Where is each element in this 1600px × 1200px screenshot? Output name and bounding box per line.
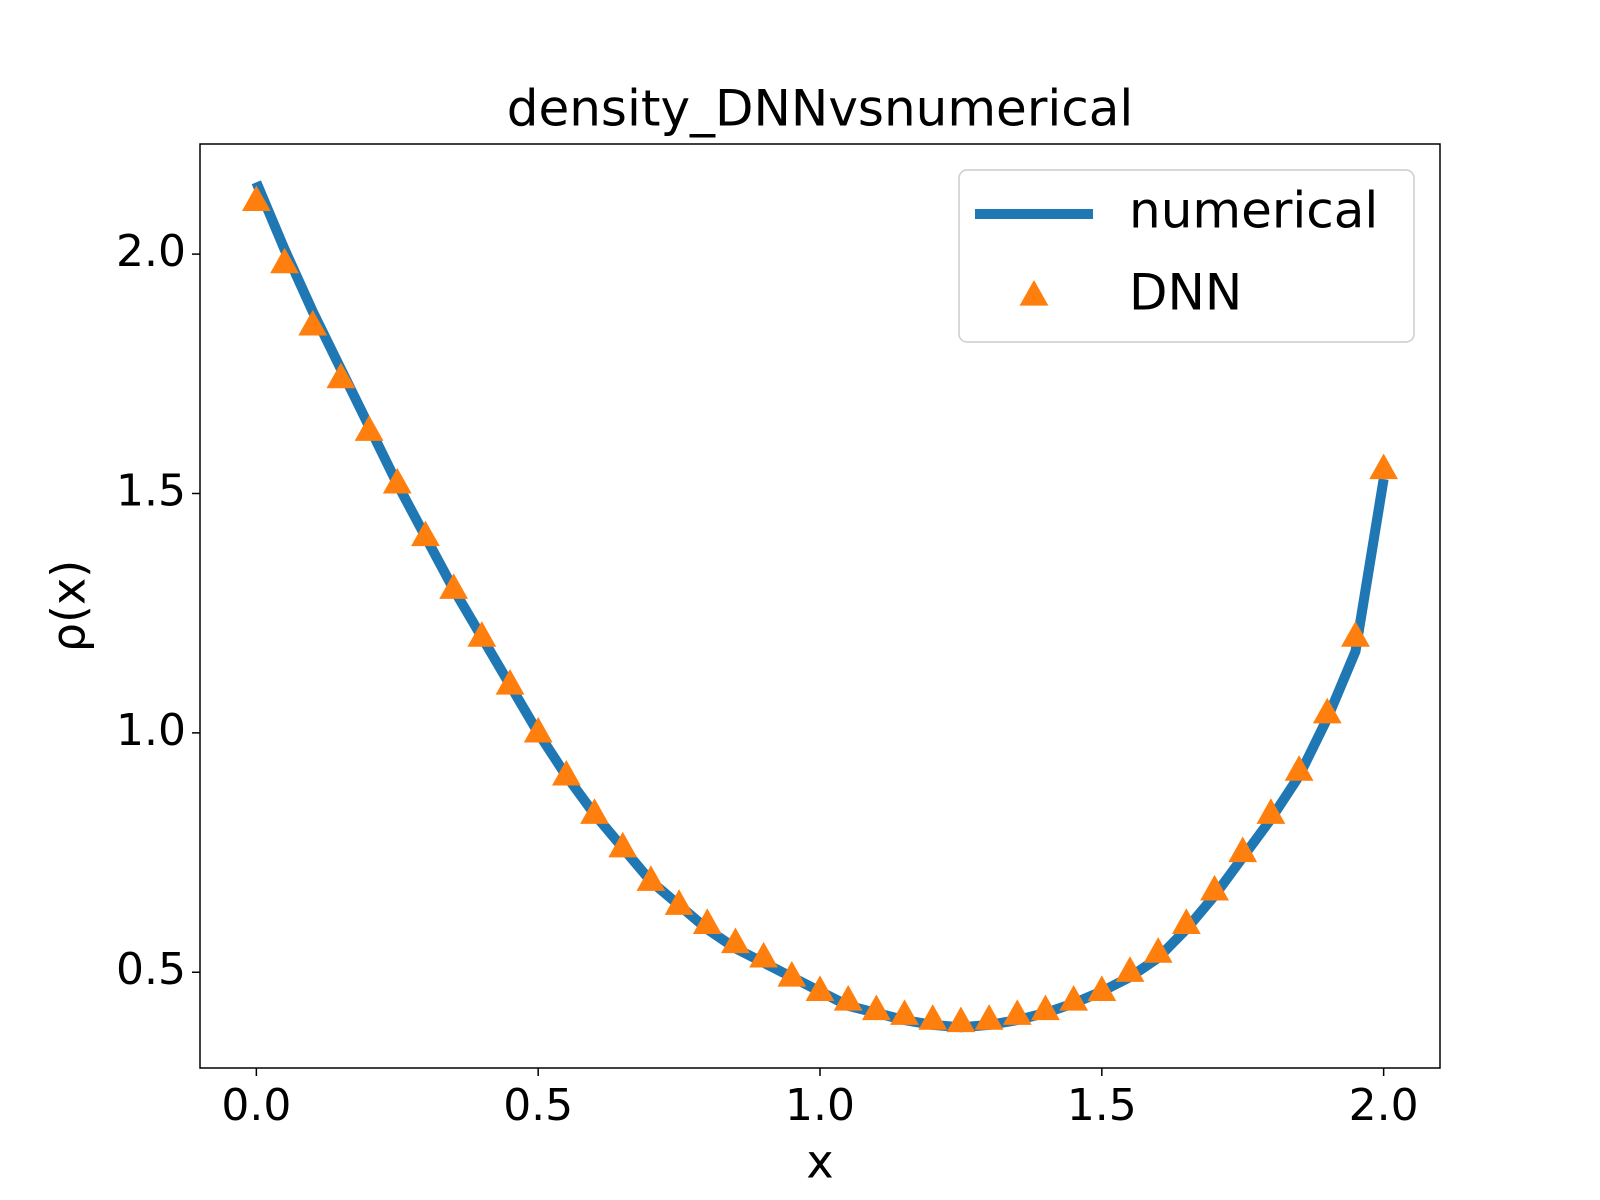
y-tick-label: 1.0 xyxy=(116,705,186,756)
dnn-marker xyxy=(467,621,497,647)
dnn-marker xyxy=(1256,798,1286,824)
dnn-marker xyxy=(890,999,919,1025)
x-tick-label: 2.0 xyxy=(1349,1080,1419,1131)
dnn-marker xyxy=(411,520,440,547)
dnn-marker xyxy=(1312,697,1342,724)
dnn-marker xyxy=(551,759,581,786)
y-tick-label: 0.5 xyxy=(116,944,186,995)
plot-frame xyxy=(199,143,1441,1069)
dnn-marker xyxy=(805,975,835,1001)
dnn-marker xyxy=(1284,755,1314,781)
dnn-marker xyxy=(974,1004,1004,1030)
dnn-marker xyxy=(1369,453,1399,480)
dnn-marker xyxy=(439,573,469,599)
dnn-marker xyxy=(777,961,807,987)
dnn-marker xyxy=(270,247,299,274)
dnn-marker xyxy=(946,1006,976,1033)
x-tick-label: 1.5 xyxy=(1067,1080,1137,1131)
dnn-marker xyxy=(1031,994,1060,1021)
legend-label: numerical xyxy=(1129,182,1378,240)
dnn-marker xyxy=(664,889,694,915)
dnn-marker xyxy=(833,984,863,1011)
dnn-marker xyxy=(495,668,525,695)
dnn-marker xyxy=(580,798,609,824)
dnn-marker xyxy=(1059,984,1089,1011)
dnn-marker xyxy=(749,941,779,968)
dnn-marker xyxy=(918,1004,948,1030)
dnn-marker xyxy=(636,865,666,891)
dnn-marker xyxy=(692,908,722,934)
dnn-marker xyxy=(382,467,412,494)
dnn-marker xyxy=(1002,999,1032,1025)
dnn-marker xyxy=(523,716,553,743)
dnn-marker xyxy=(608,831,638,858)
dnn-marker xyxy=(298,309,328,336)
dnn-marker xyxy=(861,994,891,1021)
dnn-marker xyxy=(1087,975,1117,1001)
legend-marker xyxy=(1019,280,1049,306)
x-axis-label: x xyxy=(806,1135,833,1189)
dnn-marker xyxy=(1200,874,1229,901)
dnn-marker xyxy=(1171,908,1201,934)
legend-label: DNN xyxy=(1129,264,1242,322)
dnn-marker xyxy=(1341,621,1370,647)
dnn-marker xyxy=(241,185,271,212)
y-tick-label: 1.5 xyxy=(116,465,186,516)
dnn-marker xyxy=(1228,836,1258,863)
y-axis-label: ρ(x) xyxy=(42,560,96,652)
x-tick-label: 0.5 xyxy=(503,1080,573,1131)
dnn-marker xyxy=(354,415,384,441)
x-tick-label: 0.0 xyxy=(221,1080,291,1131)
dnn-marker xyxy=(326,362,356,389)
x-tick-label: 1.0 xyxy=(785,1080,855,1131)
dnn-marker xyxy=(1143,937,1173,963)
y-tick-label: 2.0 xyxy=(116,226,186,277)
dnn-marker xyxy=(721,927,750,954)
chart-title: density_DNNvsnumerical xyxy=(507,80,1134,138)
dnn-marker xyxy=(1115,956,1145,982)
